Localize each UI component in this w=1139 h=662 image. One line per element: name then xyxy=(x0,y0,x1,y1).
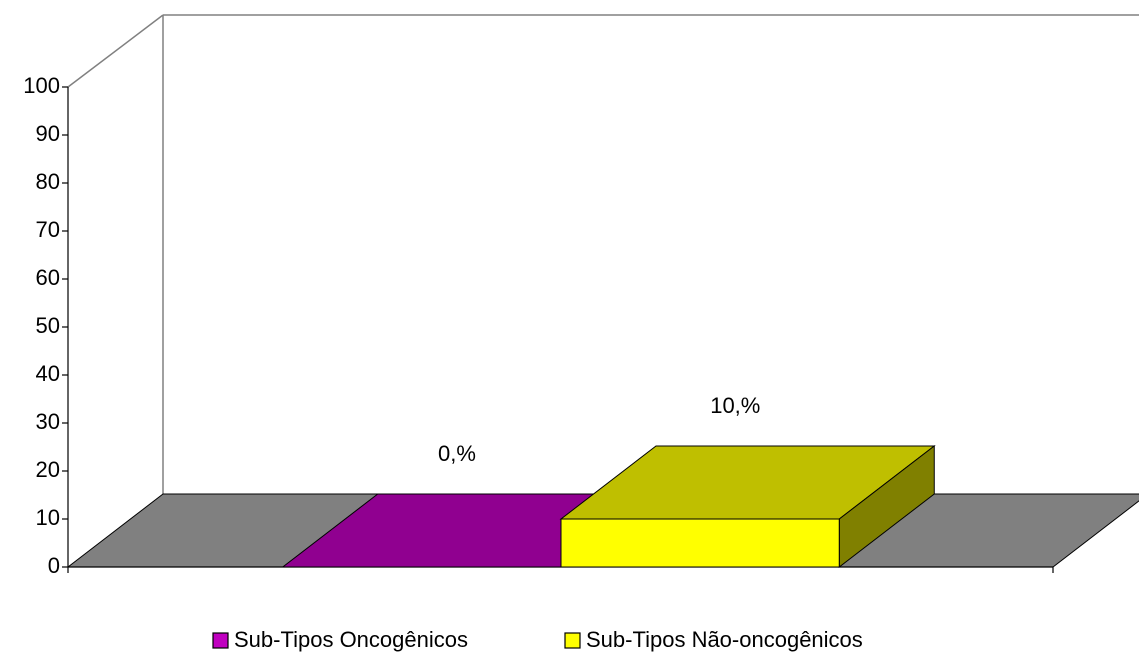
y-tick-label: 50 xyxy=(36,313,60,338)
data-label: 0,% xyxy=(438,441,476,466)
wall-edge xyxy=(67,14,164,88)
y-tick-label: 80 xyxy=(36,169,60,194)
legend-label: Sub-Tipos Oncogênicos xyxy=(234,627,468,652)
data-label: 10,% xyxy=(710,393,760,418)
y-tick-label: 40 xyxy=(36,361,60,386)
y-tick-label: 10 xyxy=(36,505,60,530)
legend-label: Sub-Tipos Não-oncogênicos xyxy=(586,627,863,652)
legend-swatch xyxy=(212,632,229,649)
y-tick-label: 100 xyxy=(23,73,60,98)
y-tick-label: 0 xyxy=(48,553,60,578)
y-tick-label: 70 xyxy=(36,217,60,242)
y-tick-label: 90 xyxy=(36,121,60,146)
bar xyxy=(559,444,936,569)
y-tick-label: 30 xyxy=(36,409,60,434)
bar-front xyxy=(560,518,840,568)
y-tick-label: 20 xyxy=(36,457,60,482)
legend-swatch xyxy=(564,632,581,649)
y-tick-label: 60 xyxy=(36,265,60,290)
